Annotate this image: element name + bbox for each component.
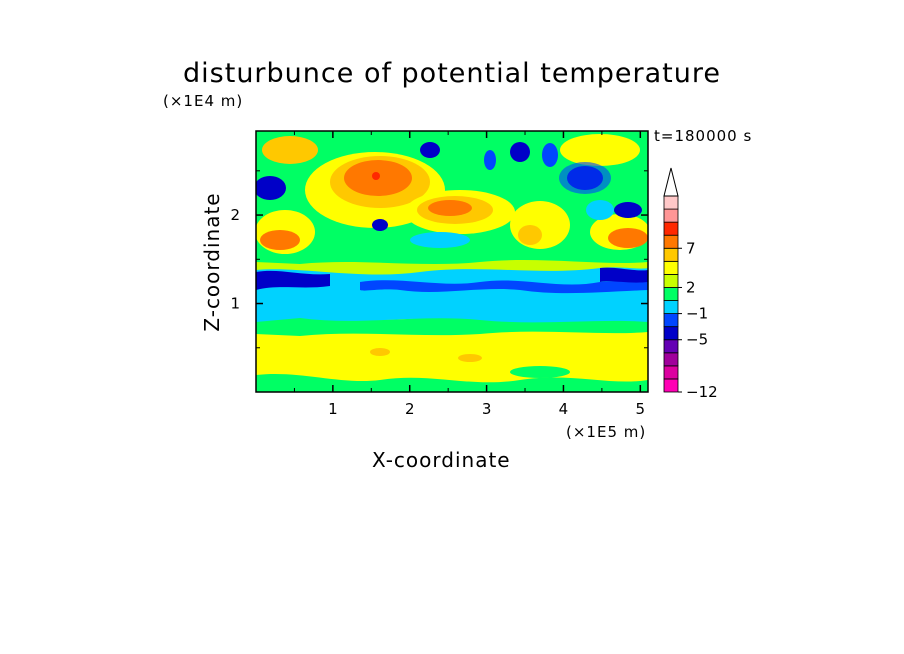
field-blob-dark-blue <box>510 142 530 162</box>
x-tick-label: 1 <box>328 400 338 418</box>
colorbar-swatch <box>663 365 679 380</box>
plot-frame <box>255 130 649 393</box>
field-blob-orange <box>260 230 300 250</box>
z-axis-unit: (×1E4 m) <box>163 92 244 110</box>
y-axis-ticks: 12 <box>230 170 648 349</box>
field-spot-orange <box>458 354 482 362</box>
colorbar-swatch <box>663 260 679 275</box>
field-blob-yellow <box>510 201 570 249</box>
colorbar-swatch <box>663 300 679 314</box>
field-streak-blue <box>360 280 648 294</box>
y-tick-label: 1 <box>230 295 240 313</box>
colorbar-swatch <box>663 247 679 262</box>
field-blob-yellow <box>560 134 640 166</box>
field-blob-dark-orange <box>608 228 648 248</box>
field-spot-green <box>510 366 570 378</box>
x-axis-unit: (×1E5 m) <box>566 423 647 441</box>
x-axis-label: X-coordinate <box>372 448 511 472</box>
colorbar-label: 7 <box>686 239 696 257</box>
colorbar-label: 2 <box>686 278 696 296</box>
y-tick-label: 2 <box>230 206 240 224</box>
field-blob-dark-blue <box>484 150 496 170</box>
field-blob-cyan <box>410 232 470 248</box>
x-tick-label: 5 <box>636 400 646 418</box>
colorbar-swatch <box>663 313 679 328</box>
field-blob-dark-blue <box>614 202 642 218</box>
colorbar-label: −5 <box>686 331 708 349</box>
colorbar-swatch <box>663 378 679 393</box>
x-tick-label: 2 <box>405 400 415 418</box>
field-spot-orange <box>370 348 390 356</box>
chart-title: disturbunce of potential temperature <box>183 58 721 89</box>
colorbar-swatch <box>663 273 679 288</box>
colorbar-swatch <box>663 221 679 236</box>
field-blob-red <box>372 172 380 180</box>
colorbar: 7 2 −1 −5 −12 <box>663 167 718 401</box>
field-blob-blue <box>559 162 611 194</box>
colorbar-swatch <box>663 287 679 301</box>
colorbar-swatch <box>663 352 679 367</box>
field-streak-blue <box>256 270 330 290</box>
field-streak-blue <box>600 267 648 283</box>
x-axis-ticks: 1 2 3 4 5 <box>293 131 646 418</box>
colorbar-swatch <box>663 326 679 341</box>
colorbar-swatch <box>663 339 679 354</box>
field-blob-cyan <box>586 200 614 220</box>
field-blob-dark-blue <box>420 142 440 158</box>
time-label: t=180000 s <box>654 127 753 145</box>
x-tick-label: 4 <box>559 400 569 418</box>
field-blob-dark-blue <box>372 219 388 231</box>
colorbar-swatch <box>663 208 679 223</box>
x-tick-label: 3 <box>482 400 492 418</box>
colorbar-swatch <box>663 195 679 210</box>
field-blob-dark-blue <box>256 176 286 200</box>
field-blob-orange <box>518 225 542 245</box>
field-blob-dark-orange <box>428 200 472 216</box>
colorbar-label: −1 <box>686 305 708 323</box>
colorbar-label: −12 <box>686 383 718 401</box>
field-band-lower-green <box>256 373 648 392</box>
colorbar-extend-arrow <box>663 167 679 197</box>
field-band-cyan <box>256 267 648 323</box>
colorbar-swatch <box>663 234 679 249</box>
field-blob-dark-blue <box>542 143 558 167</box>
contour-field <box>256 131 648 392</box>
field-blob-orange <box>262 136 318 164</box>
